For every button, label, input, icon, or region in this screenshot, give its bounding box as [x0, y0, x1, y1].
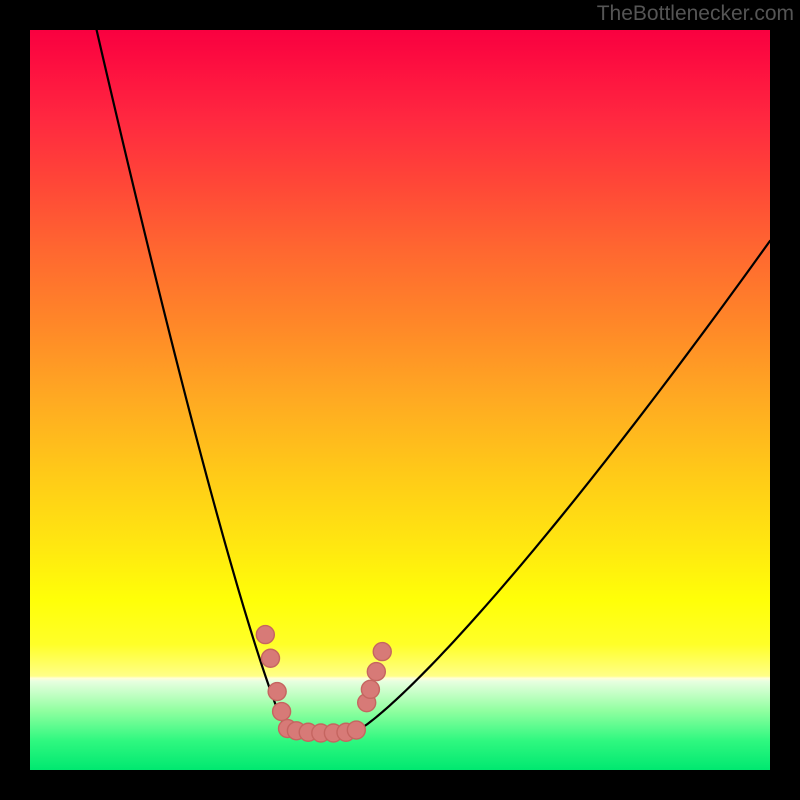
bottleneck-chart — [0, 0, 800, 800]
watermark-text: TheBottlenecker.com — [597, 2, 794, 26]
valley-marker — [256, 626, 274, 644]
gradient-background — [30, 30, 770, 770]
valley-marker — [361, 680, 379, 698]
valley-marker — [347, 721, 365, 739]
valley-marker — [273, 703, 291, 721]
valley-marker — [262, 649, 280, 667]
valley-marker — [268, 683, 286, 701]
chart-container: TheBottlenecker.com — [0, 0, 800, 800]
valley-marker — [373, 643, 391, 661]
valley-marker — [367, 663, 385, 681]
